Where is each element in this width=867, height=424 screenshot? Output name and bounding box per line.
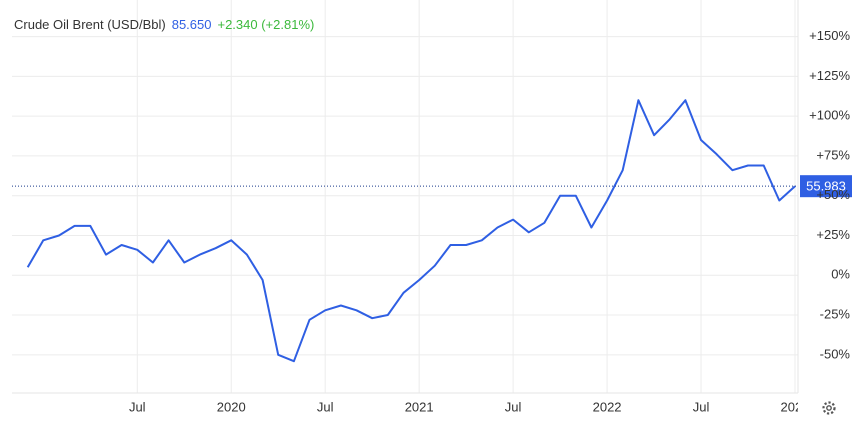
- x-tick-label: Jul: [693, 399, 710, 414]
- y-tick-label: -25%: [820, 306, 851, 321]
- price: 85.650: [172, 17, 212, 32]
- x-tick-label: 2023: [781, 399, 810, 414]
- y-tick-label: +75%: [816, 147, 850, 162]
- y-tick-label: 0%: [831, 267, 850, 282]
- x-labels: Jul 2020 Jul 2021 Jul 2022 Jul 2023: [129, 399, 810, 414]
- x-tick-label: 2020: [217, 399, 246, 414]
- y-tick-label: +125%: [809, 68, 850, 83]
- x-tick-label: Jul: [317, 399, 334, 414]
- x-tick-label: Jul: [129, 399, 146, 414]
- grid: [12, 0, 798, 393]
- y-tick-label: +100%: [809, 108, 850, 123]
- x-tick-label: 2021: [405, 399, 434, 414]
- y-tick-label: +50%: [816, 187, 850, 202]
- plot: 55.983: [12, 99, 852, 363]
- settings-icon[interactable]: [822, 401, 836, 415]
- y-tick-label: +25%: [816, 227, 850, 242]
- price-line: [26, 99, 796, 363]
- chart-title: Crude Oil Brent (USD/Bbl) 85.650 +2.340 (+…: [14, 17, 314, 32]
- change: +2.340 (+2.81%): [217, 17, 314, 32]
- x-tick-label: Jul: [505, 399, 522, 414]
- x-tick-label: 2022: [593, 399, 622, 414]
- y-tick-label: +150%: [809, 28, 850, 43]
- last-value-label: 55.983: [806, 179, 846, 194]
- title: Crude Oil Brent (USD/Bbl): [14, 17, 166, 32]
- last-value-box: [800, 175, 852, 198]
- y-tick-label: -50%: [820, 346, 851, 361]
